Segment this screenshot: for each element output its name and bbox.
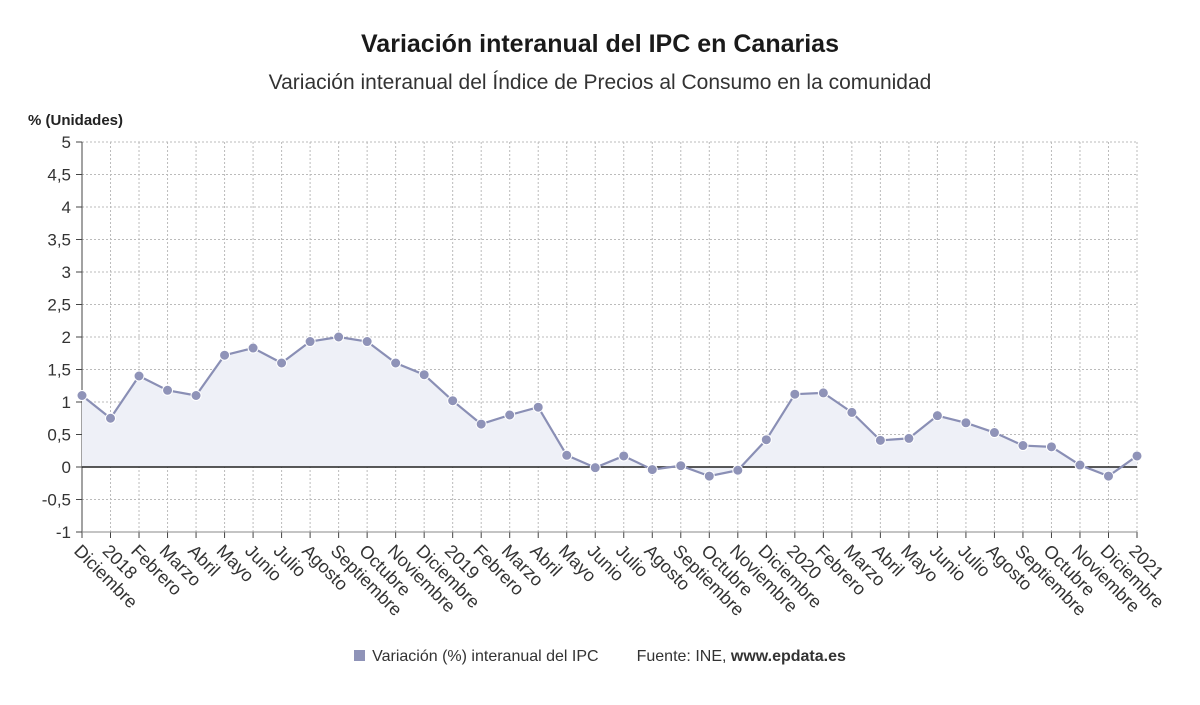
data-point (219, 349, 231, 361)
data-point (304, 336, 316, 348)
data-point (789, 388, 801, 400)
data-point (1131, 450, 1143, 462)
source-link[interactable]: www.epdata.es (730, 648, 846, 665)
legend-swatch (354, 650, 366, 662)
y-tick-label: 5 (62, 133, 71, 152)
data-point (190, 390, 202, 401)
y-axis-label: % (Unidades) (28, 112, 124, 129)
data-point (874, 434, 886, 446)
data-point (276, 357, 288, 369)
data-point (133, 370, 145, 382)
data-point (418, 369, 430, 381)
source-prefix: Fuente: INE, (636, 648, 731, 665)
data-point (162, 384, 174, 396)
data-point (247, 342, 259, 354)
y-tick-label: 3,5 (47, 231, 71, 250)
y-tick-label: 0 (62, 458, 71, 477)
data-point (817, 387, 829, 399)
data-point (447, 395, 459, 407)
data-point (760, 434, 772, 446)
y-tick-label: 4,5 (47, 166, 71, 185)
data-point (504, 409, 516, 421)
data-point (561, 449, 573, 461)
data-point (361, 336, 373, 348)
data-point (618, 450, 630, 462)
data-point (475, 418, 487, 430)
y-tick-label: 2,5 (47, 296, 71, 315)
y-tick-label: 1 (62, 393, 71, 412)
legend: Variación (%) interanual del IPC Fuente: … (0, 648, 1200, 666)
y-tick-label: 1,5 (47, 361, 71, 380)
data-point (532, 401, 544, 413)
y-tick-label: 4 (62, 198, 71, 217)
data-point (1102, 470, 1114, 482)
data-point (1074, 459, 1086, 471)
y-tick-label: -1 (56, 523, 71, 542)
data-point (390, 357, 402, 369)
data-point (589, 462, 601, 474)
legend-series-label: Variación (%) interanual del IPC (372, 648, 599, 665)
data-point (675, 460, 687, 472)
data-point (703, 470, 715, 482)
data-point (903, 432, 915, 444)
data-point (732, 464, 744, 476)
data-point (960, 417, 972, 429)
data-point (846, 406, 858, 418)
data-point (1017, 440, 1029, 452)
line-chart: -1-0,500,511,522,533,544,55Diciembre2018… (42, 133, 1168, 620)
y-tick-label: -0,5 (42, 491, 71, 510)
data-point (76, 390, 88, 401)
data-point (333, 331, 345, 343)
data-point (1045, 441, 1057, 453)
series-area (82, 337, 1137, 477)
data-point (105, 412, 117, 424)
y-tick-label: 2 (62, 328, 71, 347)
y-tick-label: 3 (62, 263, 71, 282)
data-point (931, 410, 943, 422)
data-point (988, 427, 1000, 439)
y-tick-label: 0,5 (47, 426, 71, 445)
chart-title: Variación interanual del IPC en Canarias (361, 30, 839, 58)
chart-subtitle: Variación interanual del Índice de Preci… (268, 71, 932, 94)
data-point (646, 464, 658, 476)
